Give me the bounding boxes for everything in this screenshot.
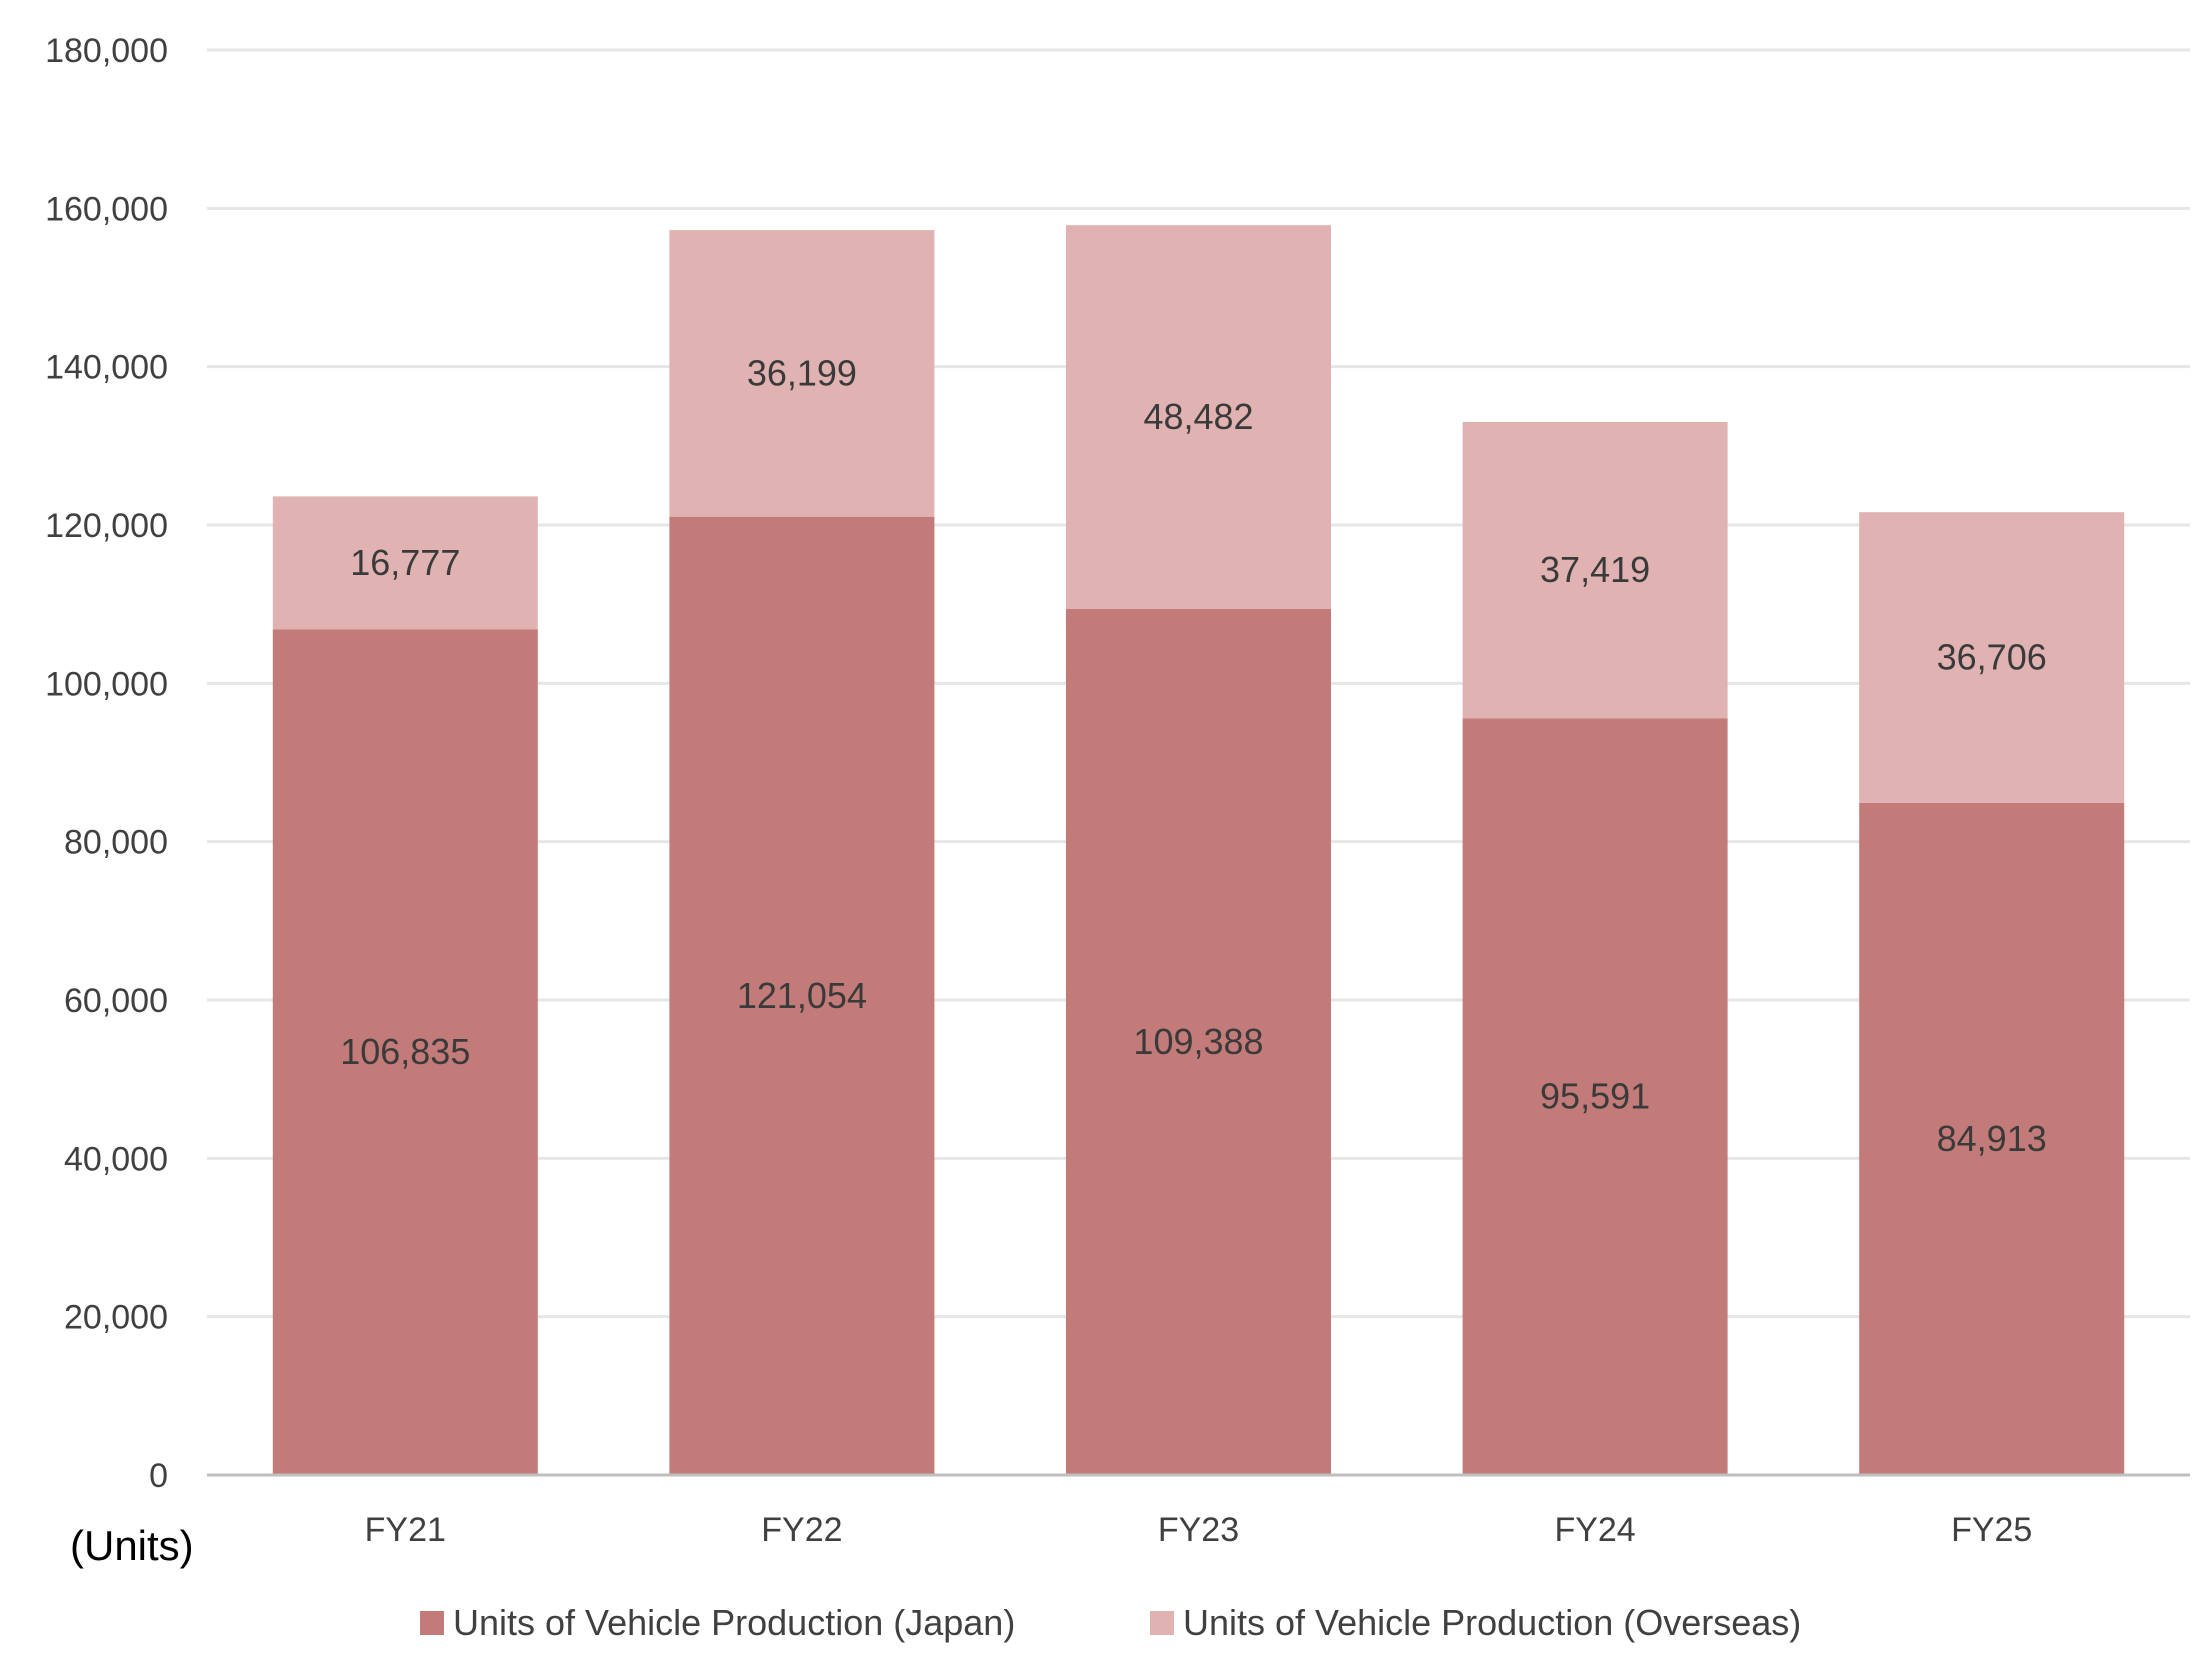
bar-japan bbox=[1859, 802, 2125, 1475]
data-labels: 106,835 16,777 121,054 36,199 109,388 48,482 9… bbox=[340, 352, 2047, 1159]
data-label: 37,419 bbox=[1540, 549, 1650, 590]
x-tick-label: FY22 bbox=[761, 1511, 842, 1549]
bar-japan bbox=[272, 629, 538, 1475]
legend: Units of Vehicle Production (Japan) Unit… bbox=[420, 1602, 1801, 1643]
data-label: 95,591 bbox=[1540, 1076, 1650, 1117]
bar-overseas bbox=[669, 230, 935, 517]
y-tick-label: 40,000 bbox=[64, 1140, 168, 1178]
legend-label-overseas: Units of Vehicle Production (Overseas) bbox=[1183, 1602, 1801, 1643]
bar-overseas bbox=[1462, 422, 1728, 719]
bar-japan bbox=[1462, 718, 1728, 1475]
y-axis-ticks: 0 20,000 40,000 60,000 80,000 100,000 120,000 1… bbox=[45, 32, 168, 1495]
bars bbox=[272, 225, 2125, 1475]
legend-label-japan: Units of Vehicle Production (Japan) bbox=[453, 1602, 1015, 1643]
y-tick-label: 20,000 bbox=[64, 1299, 168, 1337]
bar-overseas bbox=[1066, 225, 1331, 610]
y-tick-label: 140,000 bbox=[45, 349, 168, 387]
data-label: 36,706 bbox=[1937, 636, 2047, 677]
x-tick-label: FY25 bbox=[1951, 1511, 2032, 1549]
y-tick-label: 180,000 bbox=[45, 32, 168, 70]
data-label: 121,054 bbox=[737, 975, 867, 1016]
y-tick-label: 0 bbox=[149, 1457, 168, 1495]
bar-japan bbox=[1066, 609, 1331, 1475]
y-tick-label: 120,000 bbox=[45, 507, 168, 545]
bar-japan bbox=[669, 516, 935, 1475]
bar-overseas bbox=[1859, 512, 2125, 803]
y-tick-label: 60,000 bbox=[64, 982, 168, 1020]
data-label: 106,835 bbox=[340, 1031, 470, 1072]
y-tick-label: 100,000 bbox=[45, 665, 168, 703]
x-tick-label: FY23 bbox=[1158, 1511, 1239, 1549]
units-label: (Units) bbox=[70, 1522, 194, 1569]
x-tick-label: FY21 bbox=[365, 1511, 446, 1549]
legend-swatch-japan bbox=[420, 1611, 444, 1635]
data-label: 48,482 bbox=[1143, 396, 1253, 437]
data-label: 109,388 bbox=[1133, 1021, 1263, 1062]
y-tick-label: 160,000 bbox=[45, 190, 168, 228]
x-axis-ticks: FY21 FY22 FY23 FY24 FY25 bbox=[365, 1511, 2033, 1549]
legend-swatch-overseas bbox=[1150, 1611, 1174, 1635]
y-tick-label: 80,000 bbox=[64, 824, 168, 862]
x-tick-label: FY24 bbox=[1554, 1511, 1635, 1549]
data-label: 84,913 bbox=[1937, 1118, 2047, 1159]
data-label: 16,777 bbox=[350, 542, 460, 583]
data-label: 36,199 bbox=[747, 352, 857, 393]
bar-overseas bbox=[272, 496, 538, 630]
